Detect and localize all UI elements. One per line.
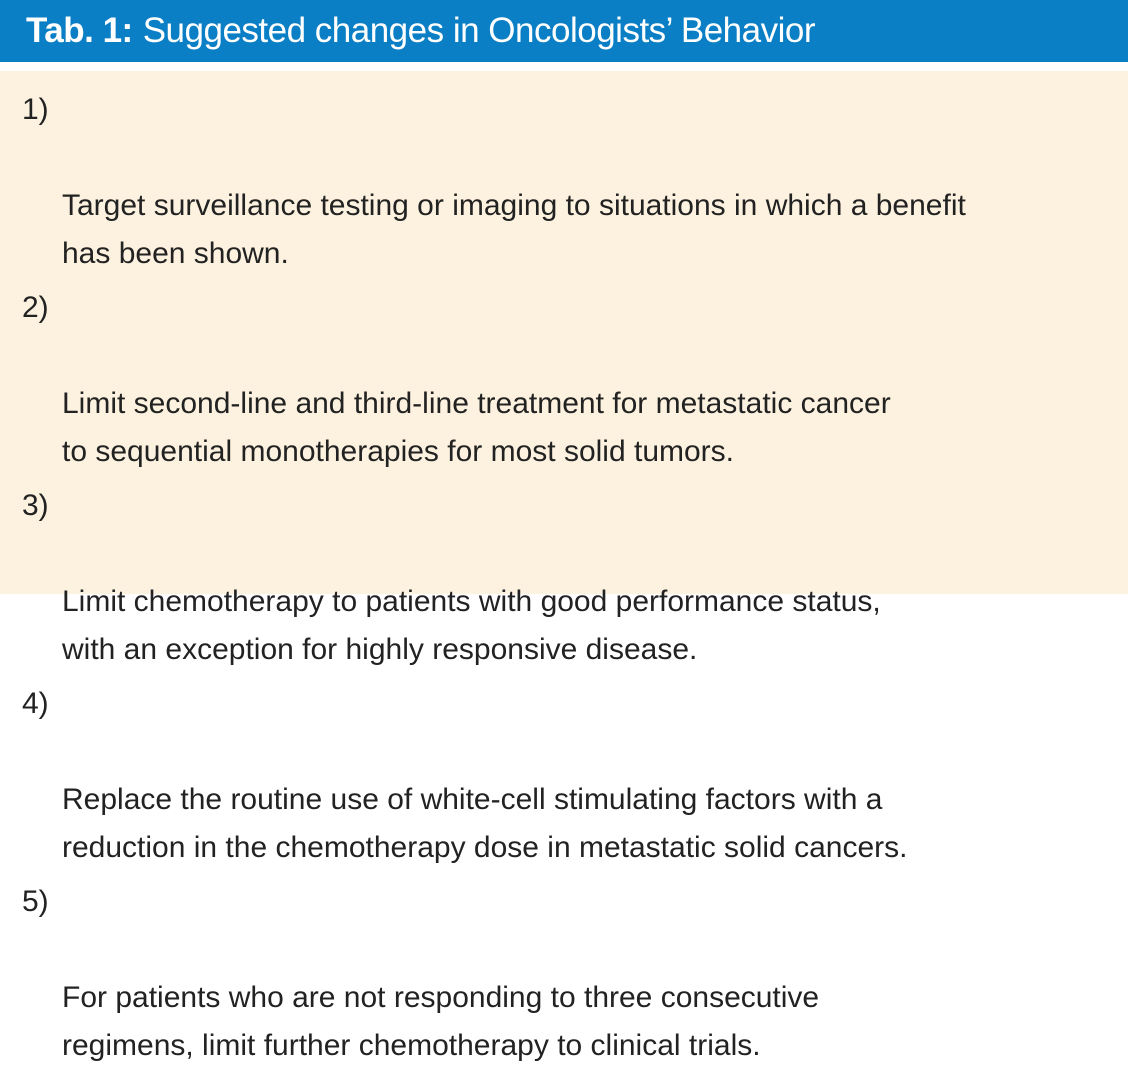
- list-item: 1) Target surveillance testing or imagin…: [0, 86, 1128, 278]
- list-item-text: Replace the routine use of white-cell st…: [62, 783, 908, 864]
- table-title: Suggested changes in Oncologists’ Behavi…: [142, 11, 816, 50]
- list-item-text: Limit second-line and third-line treatme…: [62, 387, 891, 468]
- table-label: Tab. 1: [26, 11, 122, 50]
- table-header: Tab. 1: Suggested changes in Oncologists’…: [0, 0, 1128, 62]
- list-item-text: Target surveillance testing or imaging t…: [62, 189, 966, 270]
- list-item-number: 5): [22, 885, 49, 918]
- list-item: 5) For patients who are not responding t…: [0, 878, 1128, 1070]
- list-item-text: For patients who are not responding to t…: [62, 981, 820, 1062]
- header-divider: [0, 62, 1128, 71]
- recommendation-list: 1) Target surveillance testing or imagin…: [0, 86, 1128, 1076]
- list-item: 3) Limit chemotherapy to patients with g…: [0, 482, 1128, 674]
- list-item-text: Limit chemotherapy to patients with good…: [62, 585, 881, 666]
- list-item-number: 4): [22, 687, 49, 720]
- list-item: 4) Replace the routine use of white-cell…: [0, 680, 1128, 872]
- list-item-number: 1): [22, 93, 49, 126]
- table-label-colon: :: [121, 11, 134, 50]
- list-item-number: 3): [22, 489, 49, 522]
- list-item-number: 2): [22, 291, 49, 324]
- list-item: 2) Limit second-line and third-line trea…: [0, 284, 1128, 476]
